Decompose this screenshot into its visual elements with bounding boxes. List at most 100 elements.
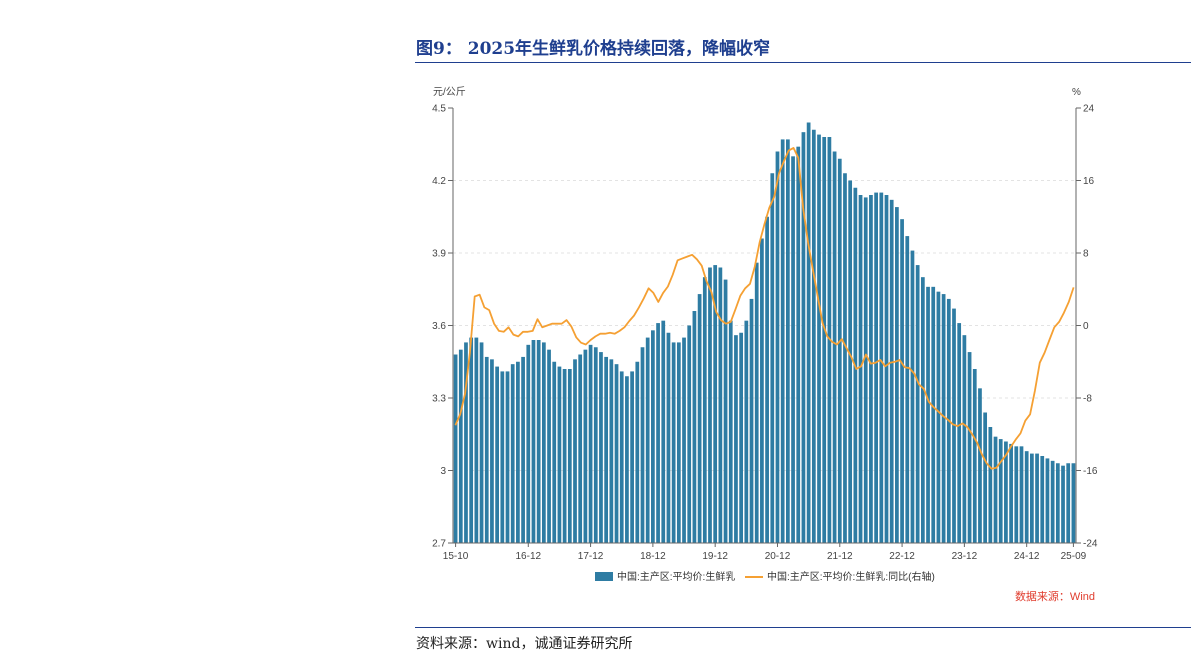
x-tick-label: 25-09: [1061, 551, 1087, 562]
price-bar: [510, 364, 515, 543]
price-bar: [500, 371, 505, 543]
price-bar: [972, 369, 977, 543]
price-bar: [541, 342, 546, 543]
price-bar: [1050, 460, 1055, 543]
x-tick-label: 24-12: [1014, 551, 1040, 562]
price-bar: [1019, 446, 1024, 543]
price-bar: [920, 277, 925, 543]
price-bar: [869, 195, 873, 543]
price-bar: [1071, 463, 1076, 543]
price-bar: [588, 344, 593, 543]
left-tick-label: 3.3: [432, 394, 446, 405]
x-tick-label: 22-12: [889, 551, 915, 562]
price-bar: [640, 347, 645, 543]
price-bar: [998, 439, 1003, 543]
price-bar: [900, 219, 904, 543]
price-bar: [785, 139, 790, 543]
price-bar: [952, 308, 956, 543]
price-bar: [728, 320, 733, 543]
legend-bar-label: 中国:主产区:平均价:生鲜乳: [617, 570, 735, 583]
price-bar: [863, 197, 868, 543]
price-bar: [879, 192, 884, 543]
axes: 4.5 4.2 3.9 3.6 3.3 3 2.7 24 16 8 0 -8 -16 -24 15-10 16…: [432, 86, 1098, 562]
right-tick-label: -16: [1083, 466, 1098, 477]
title-divider: [415, 62, 1191, 63]
price-bar: [495, 366, 499, 543]
price-bar: [962, 335, 967, 543]
price-bar: [988, 427, 993, 543]
price-bar: [957, 323, 962, 543]
price-bar: [526, 344, 531, 543]
price-bar: [645, 337, 650, 543]
yoy-line-group: [454, 147, 1075, 470]
price-bar: [739, 332, 744, 543]
price-bar: [682, 337, 686, 543]
x-tick-label: 18-12: [640, 551, 666, 562]
price-bar: [651, 330, 655, 543]
price-bar: [884, 195, 889, 543]
price-bar: [718, 267, 723, 543]
price-bar: [1014, 446, 1019, 543]
price-bar: [915, 265, 920, 543]
price-bar: [1009, 443, 1013, 543]
price-bar: [895, 207, 899, 543]
price-bar: [702, 277, 707, 543]
price-bar: [490, 359, 494, 543]
price-bar: [993, 436, 998, 543]
price-bar: [1030, 453, 1034, 543]
price-bar: [661, 320, 666, 543]
price-bar: [593, 347, 598, 543]
price-bar: [910, 250, 915, 544]
price-bar: [734, 335, 738, 543]
price-bar: [614, 364, 619, 543]
price-bar: [832, 151, 837, 543]
price-bar: [635, 361, 640, 543]
x-tick-label: 19-12: [702, 551, 728, 562]
legend-line-label: 中国:主产区:平均价:生鲜乳:同比(右轴): [767, 570, 935, 583]
price-bar: [874, 192, 878, 543]
price-bar: [656, 323, 660, 543]
right-tick-label: -24: [1083, 539, 1098, 550]
price-bar: [604, 356, 609, 543]
price-bar: [531, 340, 536, 543]
price-bar: [671, 342, 676, 543]
price-bar: [625, 376, 629, 543]
figure-title: 图9： 2025年生鲜乳价格持续回落，降幅收窄: [416, 39, 771, 59]
left-tick-label: 3.6: [432, 321, 446, 332]
price-bar: [708, 267, 712, 543]
right-tick-label: 16: [1083, 176, 1095, 187]
gridlines: [453, 180, 1076, 471]
price-bar: [760, 238, 764, 543]
price-bar: [723, 279, 728, 543]
price-bar: [583, 349, 588, 543]
price-bar: [1055, 463, 1060, 543]
price-bar: [609, 359, 614, 543]
price-bar: [822, 137, 827, 543]
price-bar: [843, 173, 847, 543]
price-bar: [889, 199, 894, 543]
right-axis-unit: %: [1072, 87, 1081, 98]
price-bar: [536, 340, 541, 543]
price-bar: [931, 286, 936, 543]
price-bar: [562, 369, 567, 543]
price-bar: [666, 332, 671, 543]
price-bar: [469, 337, 474, 543]
left-axis-unit: 元/公斤: [433, 86, 466, 98]
price-bar: [780, 139, 785, 543]
source-caption: 资料来源：wind，诚通证券研究所: [416, 636, 633, 652]
price-bar: [630, 371, 634, 543]
price-bar: [578, 354, 583, 543]
price-bar: [765, 216, 769, 543]
price-bar: [744, 320, 749, 543]
price-bar: [505, 371, 510, 543]
x-tick-label: 23-12: [952, 551, 978, 562]
price-bar: [811, 129, 816, 543]
price-bar: [484, 356, 489, 543]
footer-divider: [415, 627, 1191, 628]
price-bar: [458, 349, 463, 543]
price-bar: [1004, 441, 1008, 543]
price-bar: [692, 311, 697, 543]
price-bar: [770, 173, 775, 543]
right-tick-label: -8: [1083, 394, 1092, 405]
price-bar: [801, 132, 806, 543]
